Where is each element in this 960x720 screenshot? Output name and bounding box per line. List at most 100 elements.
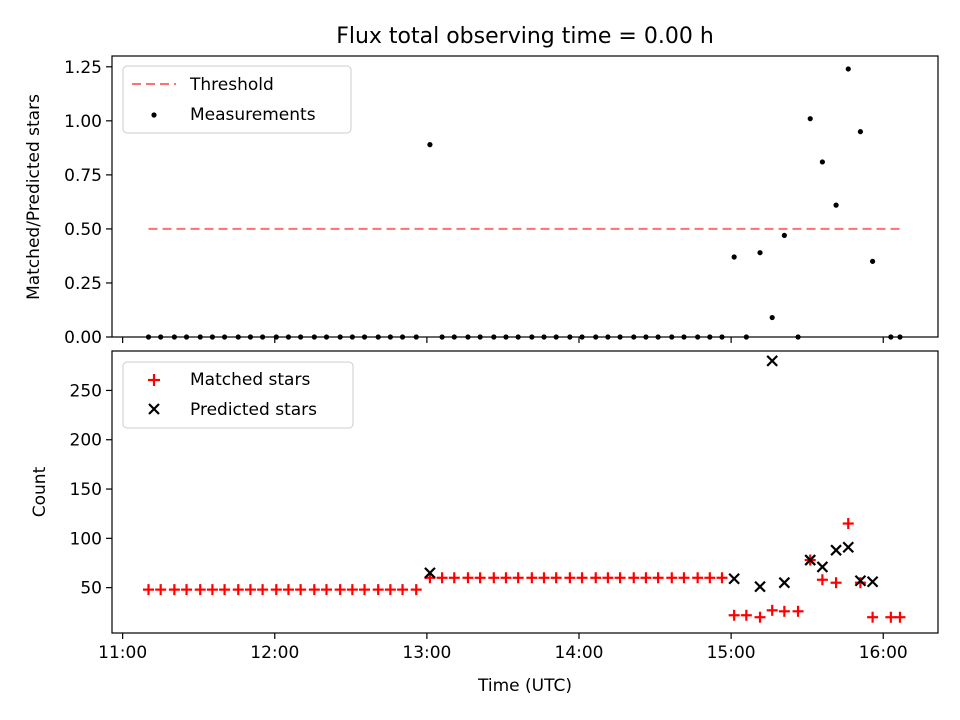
matched-stars-point	[181, 584, 193, 596]
matched-stars-point	[462, 572, 474, 584]
top-legend: Threshold Measurements	[122, 65, 352, 134]
x-axis-label: Time (UTC)	[477, 676, 572, 696]
matched-stars-point	[867, 611, 879, 623]
legend-matched-label: Matched stars	[190, 370, 310, 390]
matched-stars-point	[320, 584, 332, 596]
bottom-ytick-label: 200	[70, 431, 102, 451]
matched-stars-point	[219, 584, 231, 596]
matched-stars-point	[778, 605, 790, 617]
matched-stars-point	[488, 572, 500, 584]
bottom-y-axis-label: Count	[30, 466, 50, 517]
predicted-stars-point	[728, 572, 740, 585]
predicted-stars-point	[424, 567, 436, 579]
legend-predicted-label: Predicted stars	[190, 400, 317, 420]
bottom-xtick-label: 16:00	[859, 643, 908, 663]
matched-stars-point	[257, 584, 269, 596]
matched-stars-point	[716, 572, 728, 584]
matched-stars-point	[590, 572, 602, 584]
matched-stars-point	[500, 572, 512, 584]
measurement-point	[757, 250, 763, 256]
matched-stars-point	[894, 611, 906, 623]
predicted-stars-point	[816, 561, 829, 573]
predicted-stars-point	[778, 576, 791, 589]
matched-stars-point	[816, 574, 828, 586]
matched-stars-point	[474, 572, 486, 584]
measurement-point	[819, 159, 825, 165]
measurement-point	[731, 254, 737, 260]
matched-stars-point	[359, 584, 371, 596]
predicted-stars-point	[854, 574, 867, 587]
predicted-stars-point	[830, 544, 842, 556]
matched-stars-point	[854, 577, 866, 589]
matched-stars-point	[143, 584, 155, 596]
matched-stars-point	[740, 609, 752, 621]
top-legend-box	[122, 65, 352, 134]
matched-stars-point	[397, 584, 409, 596]
predicted-stars-point	[754, 580, 766, 593]
predicted-stars-point	[866, 575, 879, 588]
matched-stars-point	[308, 584, 320, 596]
measurement-point	[869, 258, 876, 264]
measurement-point	[781, 232, 787, 239]
matched-stars-point	[448, 572, 460, 584]
legend-predicted-swatch	[148, 403, 160, 415]
matched-stars-point	[704, 572, 716, 584]
ratio-panel: Flux total observing time = 0.00 h Match…	[24, 24, 939, 348]
matched-stars-point	[728, 609, 740, 621]
bottom-legend-box	[122, 361, 354, 429]
count-panel: Count Time (UTC) 50 100 150 200 250 11:00 12:0…	[30, 350, 939, 696]
matched-stars-point	[244, 584, 256, 596]
matched-stars-point	[384, 584, 396, 596]
bottom-ytick-label: 150	[70, 480, 102, 500]
matched-stars-point	[538, 572, 550, 584]
legend-threshold-label: Threshold	[189, 75, 274, 95]
matched-stars-point	[692, 572, 704, 584]
matched-stars-point	[666, 572, 678, 584]
top-ytick-label: 0.50	[64, 220, 102, 240]
top-ytick-label: 1.25	[64, 58, 102, 78]
matched-stars-point	[628, 572, 640, 584]
top-y-axis-label: Matched/Predicted stars	[24, 94, 44, 300]
matched-stars-point	[436, 572, 448, 584]
bottom-xtick-label: 11:00	[98, 643, 147, 663]
matched-stars-point	[766, 604, 778, 616]
bottom-axes-frame	[111, 350, 939, 634]
matched-stars-point	[614, 572, 626, 584]
matched-stars-point	[640, 572, 652, 584]
matched-stars-point	[576, 572, 588, 584]
matched-stars-point	[334, 584, 346, 596]
measurement-point	[857, 129, 864, 135]
measurement-point	[769, 314, 775, 321]
top-axis-ticks: 0.00 0.25 0.50 0.75 1.00 1.25	[64, 58, 884, 348]
matched-stars-point	[678, 572, 690, 584]
matched-stars-point	[830, 577, 842, 589]
top-axes-frame	[111, 55, 939, 338]
bottom-ytick-label: 50	[80, 579, 102, 599]
matched-stars-point	[512, 572, 524, 584]
legend-matched-swatch	[148, 374, 160, 386]
bottom-legend: Matched stars Predicted stars	[122, 361, 354, 429]
matched-stars-point	[652, 572, 664, 584]
bottom-xtick-label: 13:00	[402, 643, 451, 663]
measurement-point	[807, 116, 813, 122]
bottom-xtick-label: 12:00	[250, 643, 299, 663]
top-ytick-label: 0.25	[64, 274, 102, 294]
matched-stars-point	[194, 584, 206, 596]
bottom-xtick-label: 15:00	[707, 643, 756, 663]
matched-stars-point	[155, 584, 167, 596]
predicted-stars-point	[766, 355, 778, 367]
chart-title: Flux total observing time = 0.00 h	[336, 24, 714, 49]
matched-stars-point	[282, 584, 294, 596]
matched-stars-point	[270, 584, 282, 596]
measurement-point	[845, 66, 851, 72]
bottom-plot-area	[143, 355, 906, 623]
matched-stars-point	[602, 572, 614, 584]
bottom-ytick-label: 100	[70, 529, 102, 549]
bottom-xtick-label: 14:00	[555, 643, 604, 663]
top-ytick-label: 0.75	[64, 166, 102, 186]
matched-stars-point	[168, 584, 180, 596]
matched-stars-point	[372, 584, 384, 596]
bottom-ytick-label: 250	[70, 381, 102, 401]
predicted-stars-point	[842, 541, 855, 553]
